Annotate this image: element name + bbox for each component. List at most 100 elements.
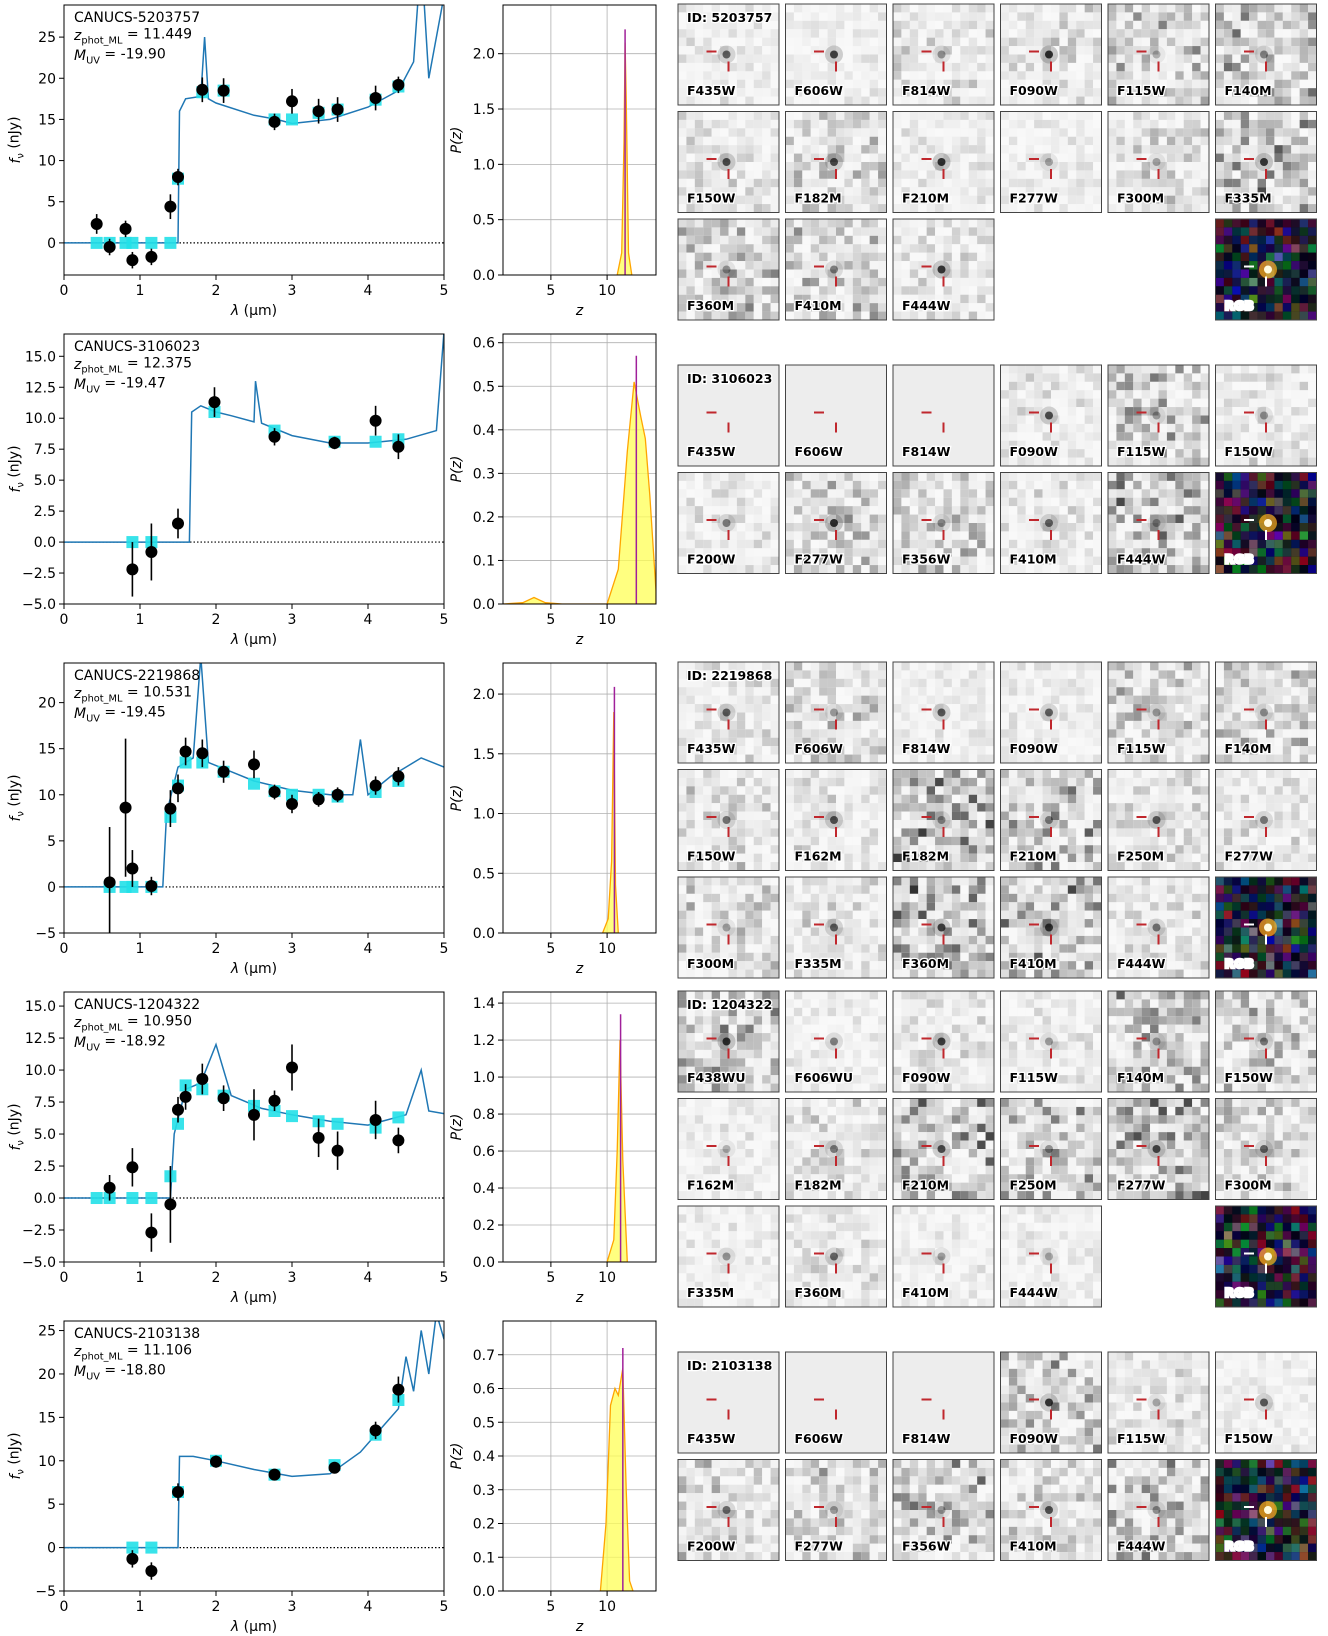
noise-pixel bbox=[745, 303, 753, 311]
noise-pixel bbox=[1108, 458, 1116, 466]
label-text: = 12.375 bbox=[122, 356, 192, 372]
noise-pixel bbox=[844, 746, 852, 754]
noise-pixel bbox=[1291, 498, 1299, 506]
source-core bbox=[723, 51, 731, 59]
noise-pixel bbox=[737, 196, 745, 204]
noise-pixel bbox=[1232, 170, 1240, 178]
noise-pixel bbox=[802, 515, 810, 523]
noise-pixel bbox=[1224, 179, 1232, 187]
noise-pixel bbox=[1108, 46, 1116, 54]
label-subscript: phot_ML bbox=[81, 1351, 123, 1362]
noise-pixel bbox=[861, 515, 869, 523]
noise-pixel bbox=[969, 112, 977, 120]
noise-pixel bbox=[695, 540, 703, 548]
model-photometry bbox=[286, 113, 298, 125]
noise-pixel bbox=[1026, 515, 1034, 523]
y-tick-label: 2.0 bbox=[473, 687, 495, 703]
noise-pixel bbox=[1017, 382, 1025, 390]
y-tick-label: 0.4 bbox=[473, 423, 495, 439]
noise-pixel bbox=[901, 679, 909, 687]
noise-pixel bbox=[1184, 170, 1192, 178]
noise-pixel bbox=[1175, 128, 1183, 136]
noise-pixel bbox=[1076, 746, 1084, 754]
noise-pixel bbox=[1133, 382, 1141, 390]
filter-label: F210M bbox=[902, 191, 949, 206]
noise-pixel bbox=[1184, 12, 1192, 20]
noise-pixel bbox=[836, 506, 844, 514]
x-tick-label: 10 bbox=[598, 612, 616, 628]
source-core bbox=[938, 266, 946, 274]
photometry-point bbox=[218, 1092, 230, 1104]
noise-pixel bbox=[1241, 219, 1249, 227]
noise-pixel bbox=[1274, 399, 1282, 407]
noise-pixel bbox=[1001, 46, 1009, 54]
noise-pixel bbox=[1159, 120, 1167, 128]
noise-pixel bbox=[1059, 458, 1067, 466]
noise-pixel bbox=[1283, 55, 1291, 63]
noise-pixel bbox=[1175, 473, 1183, 481]
noise-pixel bbox=[878, 55, 886, 63]
noise-pixel bbox=[1001, 187, 1009, 195]
pz-area bbox=[503, 382, 656, 604]
noise-pixel bbox=[1308, 523, 1316, 531]
noise-pixel bbox=[794, 154, 802, 162]
noise-pixel bbox=[1001, 489, 1009, 497]
noise-pixel bbox=[1068, 55, 1076, 63]
noise-pixel bbox=[745, 187, 753, 195]
noise-pixel bbox=[1108, 170, 1116, 178]
noise-pixel bbox=[893, 696, 901, 704]
noise-pixel bbox=[870, 489, 878, 497]
noise-pixel bbox=[1068, 729, 1076, 737]
noise-pixel bbox=[918, 473, 926, 481]
noise-pixel bbox=[1093, 145, 1101, 153]
photometry-point bbox=[286, 1061, 298, 1073]
noise-pixel bbox=[828, 531, 836, 539]
noise-pixel bbox=[762, 473, 770, 481]
noise-pixel bbox=[1201, 179, 1209, 187]
noise-pixel bbox=[695, 704, 703, 712]
noise-pixel bbox=[844, 662, 852, 670]
noise-pixel bbox=[1076, 704, 1084, 712]
noise-pixel bbox=[1167, 458, 1175, 466]
noise-pixel bbox=[754, 112, 762, 120]
noise-pixel bbox=[952, 261, 960, 269]
noise-pixel bbox=[1291, 303, 1299, 311]
noise-pixel bbox=[786, 29, 794, 37]
magnitude-label: MUV = -19.47 bbox=[74, 376, 166, 396]
noise-pixel bbox=[828, 278, 836, 286]
noise-pixel bbox=[678, 662, 686, 670]
noise-pixel bbox=[1116, 128, 1124, 136]
noise-pixel bbox=[1258, 506, 1266, 514]
noise-pixel bbox=[1291, 473, 1299, 481]
noise-pixel bbox=[870, 662, 878, 670]
noise-pixel bbox=[1249, 390, 1257, 398]
noise-pixel bbox=[1001, 112, 1009, 120]
noise-pixel bbox=[1291, 88, 1299, 96]
noise-pixel bbox=[1017, 399, 1025, 407]
noise-pixel bbox=[1125, 390, 1133, 398]
noise-pixel bbox=[1241, 120, 1249, 128]
noise-pixel bbox=[1291, 21, 1299, 29]
noise-pixel bbox=[754, 227, 762, 235]
noise-pixel bbox=[969, 557, 977, 565]
noise-pixel bbox=[1159, 137, 1167, 145]
noise-pixel bbox=[1241, 128, 1249, 136]
noise-pixel bbox=[1133, 506, 1141, 514]
noise-pixel bbox=[1043, 721, 1051, 729]
noise-pixel bbox=[1249, 227, 1257, 235]
noise-pixel bbox=[1001, 523, 1009, 531]
noise-pixel bbox=[960, 540, 968, 548]
noise-pixel bbox=[977, 506, 985, 514]
noise-pixel bbox=[1142, 21, 1150, 29]
noise-pixel bbox=[1283, 29, 1291, 37]
noise-pixel bbox=[1241, 63, 1249, 71]
noise-pixel bbox=[1125, 365, 1133, 373]
noise-pixel bbox=[878, 187, 886, 195]
noise-pixel bbox=[1076, 399, 1084, 407]
noise-pixel bbox=[1125, 179, 1133, 187]
noise-pixel bbox=[1034, 365, 1042, 373]
noise-pixel bbox=[1093, 137, 1101, 145]
noise-pixel bbox=[918, 261, 926, 269]
noise-pixel bbox=[1108, 154, 1116, 162]
noise-pixel bbox=[1159, 489, 1167, 497]
